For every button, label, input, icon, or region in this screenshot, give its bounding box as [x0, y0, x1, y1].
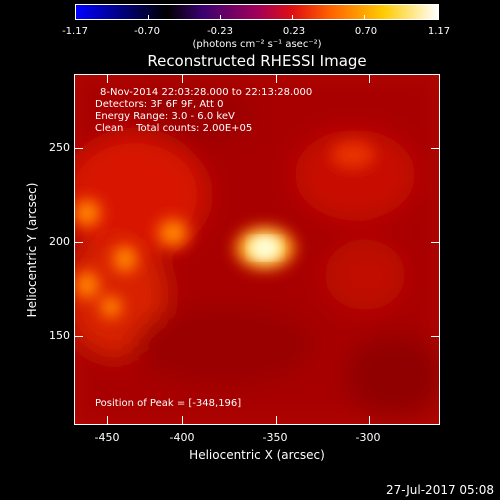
- x-tick-label: -300: [355, 431, 381, 444]
- x-tick-label: -350: [262, 431, 288, 444]
- x-axis-label: Heliocentric X (arcsec): [189, 448, 325, 462]
- timestamp: 27-Jul-2017 05:08: [385, 483, 494, 497]
- x-tick-label: -400: [169, 431, 195, 444]
- colorbar-tick-label: 0.23: [282, 26, 306, 37]
- image-plot: [74, 74, 440, 425]
- colorbar-tick-label: -1.17: [62, 26, 88, 37]
- info-energy-range: Energy Range: 3.0 - 6.0 keV: [95, 111, 235, 122]
- info-counts: Clean Total counts: 2.00E+05: [95, 123, 253, 134]
- plot-title: Reconstructed RHESSI Image: [147, 52, 367, 70]
- colorbar-tick-label: -0.23: [207, 26, 233, 37]
- x-tick-label: -450: [94, 431, 120, 444]
- colorbar-gradient: [76, 5, 438, 19]
- info-time-range: 8-Nov-2014 22:03:28.000 to 22:13:28.000: [100, 87, 313, 98]
- y-tick-label: 150: [49, 329, 70, 342]
- info-peak-position: Position of Peak = [-348,196]: [95, 398, 242, 409]
- colorbar-tick-label: -0.70: [134, 26, 160, 37]
- info-detectors: Detectors: 3F 6F 9F, Att 0: [95, 99, 224, 110]
- colorbar: [75, 4, 439, 20]
- y-tick-label: 250: [49, 141, 70, 154]
- colorbar-tick-label: 0.70: [354, 26, 378, 37]
- colorbar-units: (photons cm⁻² s⁻¹ asec⁻²): [192, 39, 322, 50]
- rhessi-image: [75, 75, 439, 424]
- colorbar-tick-label: 1.17: [427, 26, 451, 37]
- y-tick-label: 200: [49, 235, 70, 248]
- y-axis-label: Heliocentric Y (arcsec): [25, 182, 39, 318]
